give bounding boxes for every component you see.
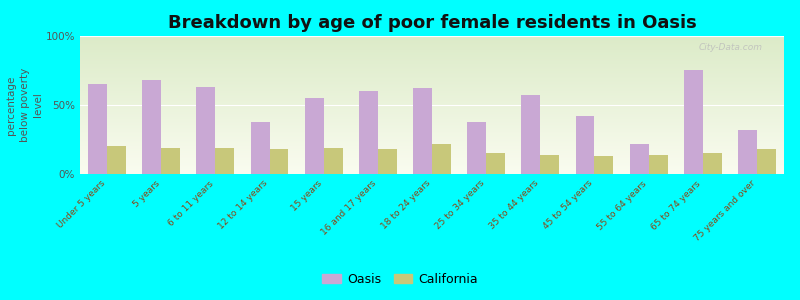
Bar: [107, 146, 126, 174]
Bar: [88, 84, 107, 174]
Bar: [324, 148, 342, 174]
Bar: [215, 148, 234, 174]
Bar: [522, 95, 540, 174]
Y-axis label: percentage
below poverty
level: percentage below poverty level: [6, 68, 43, 142]
Bar: [575, 116, 594, 174]
Bar: [540, 155, 559, 174]
Bar: [757, 149, 776, 174]
Bar: [359, 91, 378, 174]
Bar: [684, 70, 702, 174]
Title: Breakdown by age of poor female residents in Oasis: Breakdown by age of poor female resident…: [168, 14, 696, 32]
Bar: [594, 156, 614, 174]
Bar: [305, 98, 324, 174]
Bar: [702, 153, 722, 174]
Bar: [142, 80, 162, 174]
Bar: [378, 149, 397, 174]
Bar: [649, 155, 667, 174]
Bar: [467, 122, 486, 174]
Bar: [162, 148, 180, 174]
Legend: Oasis, California: Oasis, California: [317, 268, 483, 291]
Bar: [738, 130, 757, 174]
Bar: [432, 144, 451, 174]
Bar: [197, 87, 215, 174]
Bar: [270, 149, 289, 174]
Bar: [630, 144, 649, 174]
Text: City-Data.com: City-Data.com: [699, 43, 763, 52]
Bar: [250, 122, 270, 174]
Bar: [413, 88, 432, 174]
Bar: [486, 153, 505, 174]
